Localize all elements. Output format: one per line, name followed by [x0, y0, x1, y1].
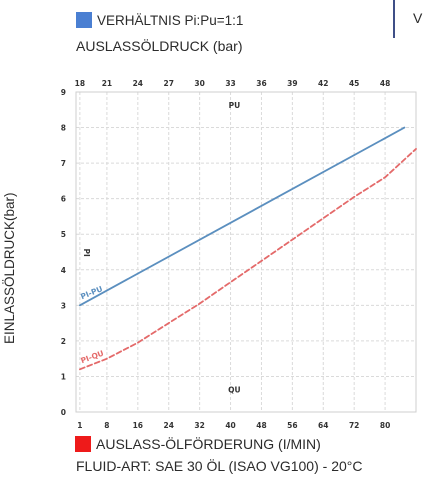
x-tick-label-top: 36 [256, 79, 266, 88]
x-tick-label-bottom: 64 [318, 421, 328, 430]
series-line-pi-qu [78, 148, 417, 371]
series-line-pi-pu [78, 126, 406, 307]
y-tick-label: 5 [61, 230, 66, 239]
x-tick-label-bottom: 80 [380, 421, 390, 430]
x-tick-label-bottom: 8 [104, 421, 109, 430]
legend-item-flow: AUSLASS-ÖLFÖRDERUNG (I/MIN) [75, 434, 321, 454]
y-tick-label: 0 [61, 408, 66, 417]
plot-border [75, 91, 417, 413]
y-tick-label: 2 [61, 337, 66, 346]
y-tick-label: 3 [61, 301, 66, 310]
legend-label-flow: AUSLASS-ÖLFÖRDERUNG (I/MIN) [96, 436, 321, 452]
x-tick-label-bottom: 32 [194, 421, 204, 430]
x-tick-label-bottom: 1 [77, 421, 82, 430]
y-axis-title: EINLASSÖLDRUCK(bar) [2, 192, 17, 344]
legend-item-ratio: VERHÄLTNIS Pi:Pu=1:1 [76, 10, 243, 30]
annotation-pi: PI [82, 248, 91, 256]
y-tick-label: 7 [61, 159, 66, 168]
legend-top: VERHÄLTNIS Pi:Pu=1:1 [76, 10, 243, 30]
top-axis-title: AUSLASSÖLDRUCK (bar) [76, 38, 243, 54]
legend-swatch-red [75, 436, 91, 452]
x-tick-label-top: 39 [287, 79, 297, 88]
x-tick-label-bottom: 16 [133, 421, 143, 430]
x-tick-label-top: 21 [102, 79, 112, 88]
clipped-text: V [413, 10, 423, 26]
y-tick-label: 8 [61, 124, 66, 133]
annotation-qu: QU [228, 385, 240, 394]
y-tick-label: 1 [61, 372, 66, 381]
x-tick-label-bottom: 56 [287, 421, 297, 430]
x-tick-label-bottom: 48 [256, 421, 266, 430]
x-tick-label-top: 48 [380, 79, 390, 88]
x-tick-label-bottom: 24 [164, 421, 174, 430]
legend-swatch-blue [76, 12, 92, 28]
legend-label-ratio: VERHÄLTNIS Pi:Pu=1:1 [97, 12, 244, 28]
footer-note: FLUID-ART: SAE 30 ÖL (ISAO VG100) - 20°C [76, 458, 363, 474]
y-tick-label: 6 [61, 195, 66, 204]
x-tick-label-top: 24 [133, 79, 143, 88]
x-tick-label-top: 27 [164, 79, 174, 88]
x-tick-label-bottom: 40 [225, 421, 235, 430]
divider [393, 0, 395, 38]
x-tick-label-top: 45 [349, 79, 359, 88]
x-tick-label-top: 42 [318, 79, 328, 88]
annotation-pu: PU [229, 101, 241, 110]
x-tick-label-top: 33 [225, 79, 235, 88]
x-tick-label-bottom: 72 [349, 421, 359, 430]
legend-bottom: AUSLASS-ÖLFÖRDERUNG (I/MIN) [75, 434, 321, 454]
plot-area [76, 92, 416, 412]
y-tick-label: 9 [61, 88, 66, 97]
y-tick-label: 4 [61, 266, 66, 275]
x-tick-label-top: 18 [75, 79, 85, 88]
x-tick-label-top: 30 [194, 79, 204, 88]
